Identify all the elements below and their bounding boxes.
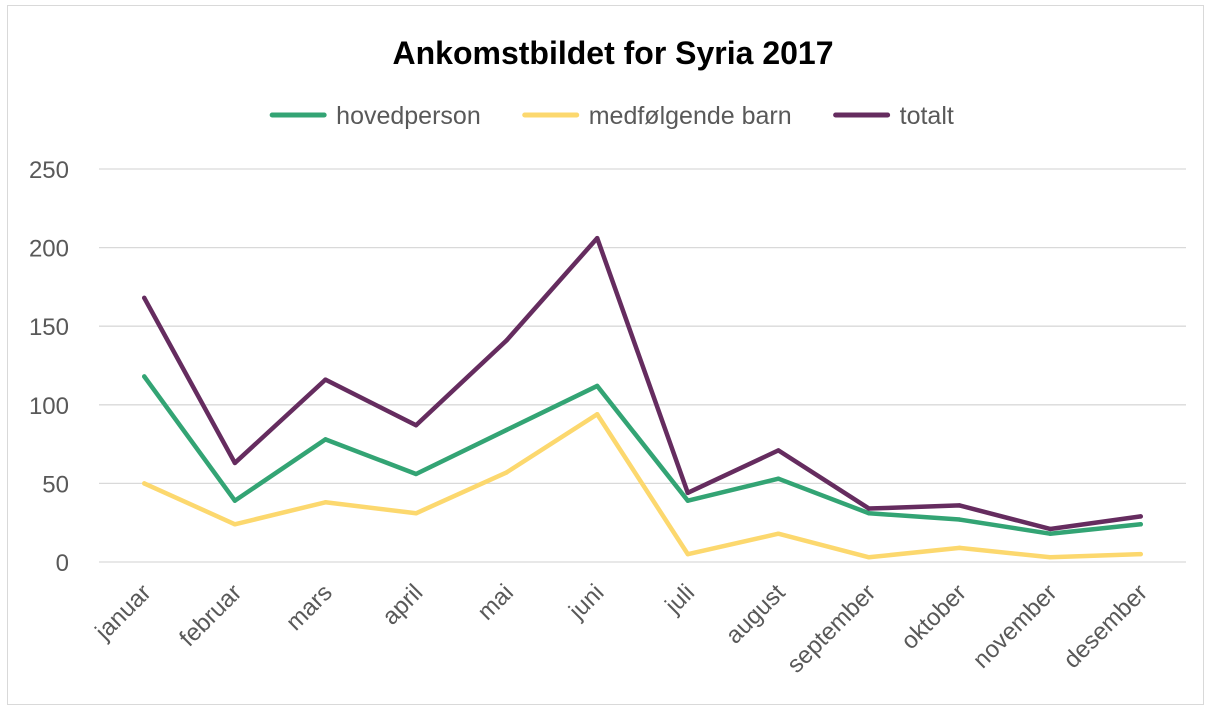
data-point [1047,555,1053,560]
y-tick-label: 100 [29,393,69,420]
legend-item: hovedperson [269,102,481,130]
x-tick-label: april [377,579,428,630]
chart-frame: Ankomstbildet for Syria 2017 hovedperson… [7,5,1204,705]
data-point [323,377,328,382]
data-point [957,517,962,522]
data-point [413,511,419,516]
y-tick-label: 50 [42,471,69,498]
data-point [504,470,509,475]
data-point [595,235,600,241]
data-point [232,498,238,503]
data-point [866,511,872,516]
series-lines [142,235,1143,560]
series-line [142,374,1143,536]
data-point [323,500,328,505]
data-point [1138,522,1143,527]
data-point [504,427,509,433]
y-tick-label: 200 [29,236,69,263]
chart-title: Ankomstbildet for Syria 2017 [392,35,833,71]
series-hovedperson [142,374,1143,536]
data-point [957,545,962,551]
legend-label: hovedperson [336,102,481,130]
series-line [142,235,1143,532]
x-tick-label: juni [563,579,609,625]
data-point [595,383,600,389]
data-point [685,498,690,503]
x-tick-label: september [782,579,881,678]
data-point [866,506,872,511]
data-point [413,471,419,477]
data-point [323,437,328,442]
x-tick-label: mars [281,579,338,636]
data-point [957,503,962,508]
x-tick-label: februar [174,579,247,652]
series-medfølgende-barn [142,411,1143,560]
series-totalt [142,235,1143,532]
data-point [866,555,872,560]
y-tick-label: 150 [29,314,69,341]
x-tick-label: januar [90,579,157,646]
data-point [504,338,509,343]
legend-item: medfølgende barn [522,102,792,130]
line-chart: Ankomstbildet for Syria 2017 hovedperson… [29,35,1186,679]
data-point [1138,514,1143,519]
legend-label: medfølgende barn [589,102,792,130]
x-axis: januar februar mars april mai juni juli augusts… [90,579,1153,679]
data-point [1047,526,1053,532]
data-point [142,481,147,486]
x-tick-label: oktober [896,579,972,655]
data-point [776,531,781,536]
x-tick-label: mai [472,579,518,625]
x-tick-label: november [968,579,1063,674]
legend-item: totalt [833,102,954,130]
x-tick-label: juli [659,579,700,620]
chart-legend: hovedperson medfølgende barn totalt [269,102,954,130]
data-point [1047,531,1053,536]
data-point [776,448,781,453]
data-point [1138,551,1143,557]
data-point [142,374,147,379]
y-tick-label: 250 [29,157,69,184]
data-point [595,412,600,417]
data-point [685,551,690,557]
y-axis: 0 50 100 150 200 250 [29,157,69,577]
data-point [142,295,147,301]
y-tick-label: 0 [56,550,69,577]
data-point [685,490,690,496]
x-tick-label: august [721,579,791,649]
legend-label: totalt [900,102,954,130]
series-line [142,411,1143,560]
data-point [776,476,781,481]
data-point [232,460,238,466]
data-point [232,522,238,527]
data-point [413,423,419,428]
x-tick-label: desember [1058,579,1153,674]
